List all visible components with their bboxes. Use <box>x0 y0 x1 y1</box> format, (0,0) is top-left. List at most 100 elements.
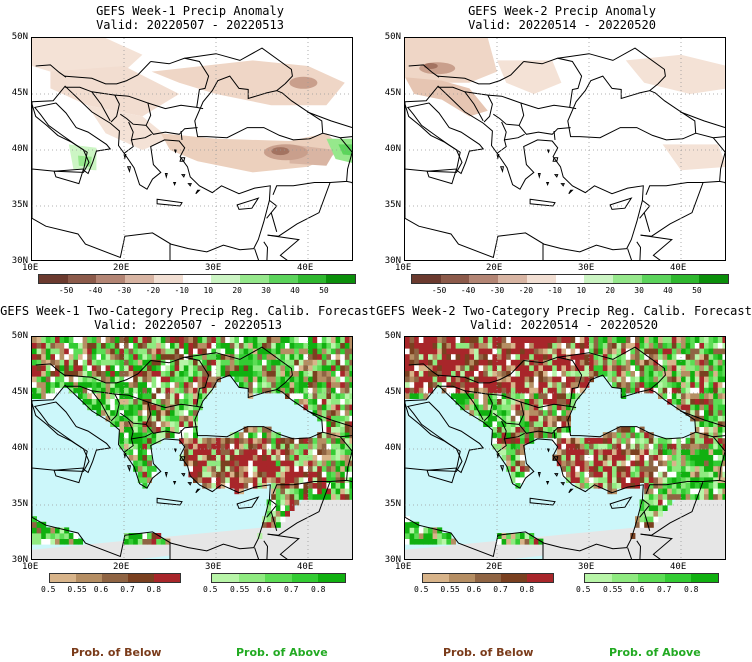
probability-cell <box>469 365 475 371</box>
probability-cell <box>216 482 221 489</box>
probability-cell <box>418 359 424 366</box>
lon-label: 40E <box>297 562 314 572</box>
probability-cell <box>635 365 640 371</box>
probability-cell <box>252 454 258 461</box>
probability-cell <box>478 387 484 394</box>
probability-cell <box>41 533 47 539</box>
probability-cell <box>206 460 212 467</box>
probability-cell <box>193 342 198 349</box>
probability-cell <box>446 342 452 349</box>
probability-cell <box>216 477 221 483</box>
probability-cell <box>239 471 244 478</box>
probability-cell <box>151 533 157 539</box>
probability-cell <box>321 348 327 355</box>
probability-cell <box>105 415 111 422</box>
probability-cell <box>681 460 686 467</box>
probability-cell <box>147 381 152 388</box>
probability-cell <box>331 409 336 416</box>
probability-cell <box>275 488 281 495</box>
probability-cell <box>704 393 709 399</box>
probability-cell <box>321 465 327 472</box>
probability-cell <box>160 387 166 394</box>
lon-label: 30E <box>205 562 222 572</box>
probability-cell <box>119 376 125 383</box>
probability-cell <box>252 359 258 366</box>
probability-cell <box>722 493 725 500</box>
probability-cell <box>644 477 650 483</box>
probability-cell <box>142 393 148 399</box>
probability-cell <box>529 376 535 383</box>
probability-cell <box>543 398 548 405</box>
probability-cell <box>722 449 725 455</box>
probability-cell <box>658 365 663 371</box>
probability-cell <box>298 376 304 383</box>
probability-cell <box>460 342 466 349</box>
probability-cell <box>437 359 443 366</box>
island-outline <box>537 472 541 478</box>
probability-cell <box>59 533 65 539</box>
probability-cell <box>598 348 604 355</box>
probability-cell <box>630 449 636 455</box>
probability-cell <box>229 365 235 371</box>
probability-cell <box>340 387 346 394</box>
probability-cell <box>335 404 341 411</box>
probability-cell <box>262 426 267 433</box>
probability-cell <box>538 398 544 405</box>
probability-cell <box>648 365 654 371</box>
probability-cell <box>497 370 502 377</box>
probability-cell <box>216 460 221 467</box>
probability-cell <box>658 342 663 349</box>
probability-cell <box>713 477 719 483</box>
probability-cell <box>119 348 125 355</box>
probability-cell <box>510 376 516 383</box>
probability-cell <box>225 342 231 349</box>
probability-cell <box>662 393 668 399</box>
probability-cell <box>344 387 350 394</box>
probability-cell <box>308 454 313 461</box>
probability-cell <box>451 387 456 394</box>
probability-cell <box>124 443 129 450</box>
probability-cell <box>653 365 659 371</box>
probability-cell <box>662 460 668 467</box>
probability-cell <box>335 342 341 349</box>
probability-cell <box>704 437 709 444</box>
probability-cell <box>326 426 332 433</box>
probability-cell <box>252 376 258 383</box>
probability-cell <box>257 471 263 478</box>
probability-cell <box>137 465 143 472</box>
probability-cell <box>41 538 47 545</box>
probability-cell <box>64 353 70 360</box>
colorbar-tick-label: 0.7 <box>657 585 672 594</box>
probability-cell <box>699 387 705 394</box>
probability-cell <box>326 342 332 349</box>
probability-cell <box>68 381 74 388</box>
probability-cell <box>266 449 272 455</box>
probability-cell <box>492 443 498 450</box>
lat-label: 45N <box>384 88 401 98</box>
probability-cell <box>257 387 263 394</box>
probability-cell <box>671 460 677 467</box>
probability-cell <box>717 482 723 489</box>
probability-cell <box>197 353 203 360</box>
probability-cell <box>344 342 350 349</box>
probability-cell <box>607 460 613 467</box>
probability-cell <box>704 381 709 388</box>
probability-cell <box>239 437 244 444</box>
probability-cell <box>78 365 83 371</box>
probability-cell <box>533 381 539 388</box>
probability-cell <box>133 432 139 439</box>
probability-cell <box>179 404 185 411</box>
probability-cell <box>142 353 148 360</box>
probability-cell <box>124 393 129 399</box>
probability-cell <box>524 437 530 444</box>
probability-cell <box>211 477 217 483</box>
probability-cell <box>543 342 548 349</box>
probability-cell <box>349 471 352 478</box>
probability-cell <box>704 409 709 416</box>
probability-cell <box>566 365 571 371</box>
probability-cell <box>308 482 313 489</box>
probability-cell <box>625 381 631 388</box>
probability-cell <box>464 365 470 371</box>
probability-cell <box>667 449 673 455</box>
probability-cell <box>317 359 323 366</box>
